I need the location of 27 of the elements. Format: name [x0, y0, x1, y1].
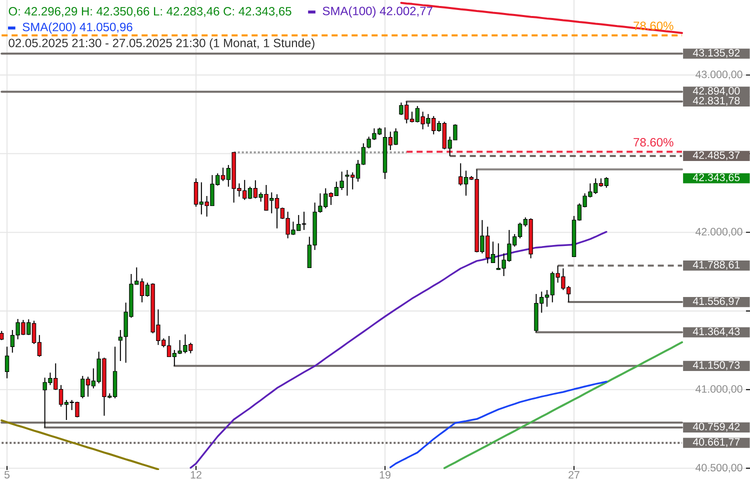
y-tick-label: 41.788,61: [692, 260, 740, 270]
chart-title: O: 42.296,29 H: 42.350,66 L: 42.283,46 C: 42.343,65: [8, 7, 292, 17]
y-tick-label: 42.000,00: [696, 228, 742, 237]
x-tick-label: 5: [4, 471, 10, 479]
series-label: 78.60%: [634, 22, 674, 30]
y-tick-label: 40.500,00: [696, 464, 742, 473]
series-label: 78.60%: [634, 138, 674, 147]
y-tick-label: 42.831,78: [692, 96, 740, 106]
y-tick-label: 42.485,37: [692, 151, 740, 160]
legend-label: SMA(200) 41.050,96: [22, 22, 132, 34]
text: 02.05.2025 21:30 - 27.05.2025 21:30 (1 Monat, 1 Stunde): [8, 38, 314, 50]
y-tick-label: 41.000,00: [696, 385, 742, 394]
y-tick-label: 41.364,43: [692, 328, 740, 336]
y-tick-label: 41.556,97: [692, 297, 740, 306]
x-tick-label: 12: [190, 471, 202, 479]
candlestick: [4, 346, 10, 379]
y-tick-label: 40.661,77: [692, 438, 740, 447]
candlestick: [0, 330, 4, 341]
x-tick-label: 19: [380, 471, 390, 479]
y-tick-label: 43.000,00: [696, 70, 742, 80]
y-tick-label: 42.343,65: [692, 174, 740, 182]
x-tick-label: 27: [568, 471, 580, 479]
y-tick-label: 40.759,42: [692, 422, 740, 432]
y-tick-label: 42.894,00: [692, 87, 740, 96]
y-tick-label: 41.150,73: [692, 361, 740, 370]
legend-label: SMA(100) 42.002,77: [322, 6, 432, 18]
y-tick-label: 43.135,92: [692, 49, 740, 58]
